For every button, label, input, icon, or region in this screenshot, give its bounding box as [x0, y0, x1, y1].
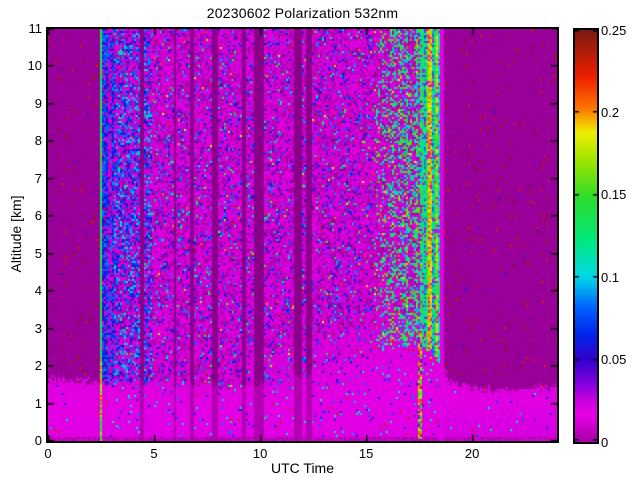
plot-area — [46, 27, 559, 443]
x-tick-label: 20 — [464, 446, 480, 461]
x-tick-label: 10 — [252, 446, 268, 461]
x-tick-label: 0 — [44, 446, 52, 461]
colorbar-tick-label: 0.1 — [601, 269, 620, 285]
colorbar — [573, 28, 599, 444]
y-axis-label: Altitude [km] — [8, 195, 24, 273]
y-tick-label: 11 — [28, 21, 43, 36]
colorbar-tick-label: 0.25 — [601, 22, 627, 38]
colorbar-tick-label: 0.15 — [601, 187, 627, 203]
y-tick-label: 10 — [27, 58, 42, 74]
chart-title: 20230602 Polarization 532nm — [206, 5, 399, 21]
colorbar-tick-label: 0 — [601, 434, 609, 450]
y-tick-label: 9 — [34, 95, 42, 111]
colorbar-tick-label: 0.05 — [601, 352, 627, 368]
colorbar-canvas — [575, 30, 597, 442]
colorbar-tick-label: 0.2 — [601, 104, 620, 120]
y-tick-label: 4 — [34, 283, 42, 299]
y-tick-label: 3 — [34, 320, 42, 336]
y-tick-label: 5 — [34, 245, 42, 261]
x-tick-label: 5 — [150, 446, 158, 461]
heatmap-canvas — [48, 29, 557, 441]
x-axis-label: UTC Time — [271, 460, 334, 476]
y-tick-label: 1 — [34, 395, 42, 411]
x-tick-label: 15 — [358, 446, 374, 461]
y-tick-label: 2 — [34, 358, 42, 374]
y-tick-label: 6 — [34, 208, 42, 224]
y-tick-label: 7 — [34, 170, 42, 186]
y-tick-label: 0 — [34, 433, 42, 448]
y-tick-label: 8 — [34, 133, 42, 149]
